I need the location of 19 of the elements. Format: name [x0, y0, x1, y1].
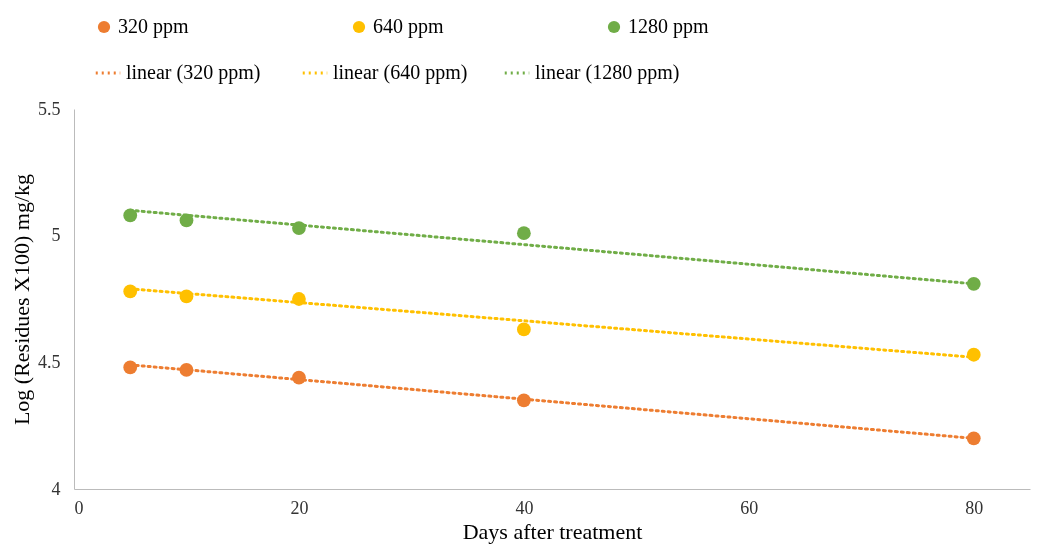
- legend-label: 640 ppm: [373, 15, 444, 38]
- y-axis-title: Log (Residues X100) mg/kg: [9, 173, 34, 426]
- x-tick-label: 0: [74, 497, 84, 518]
- legend-label: 320 ppm: [118, 15, 189, 38]
- x-axis-title: Days after treatment: [462, 518, 643, 544]
- x-tick-label: 60: [740, 497, 759, 518]
- x-tick-label: 40: [515, 497, 534, 518]
- y-tick-label: 4: [51, 478, 61, 499]
- y-tick-label: 5.5: [38, 98, 61, 119]
- legend-label: 1280 ppm: [628, 15, 709, 38]
- legend-label: linear (320 ppm): [126, 61, 261, 84]
- point: [516, 322, 531, 337]
- x-tick-label: 20: [290, 497, 309, 518]
- point: [516, 226, 531, 241]
- legend-label: linear (640 ppm): [333, 61, 468, 84]
- y-tick-label: 4.5: [38, 351, 61, 372]
- x-tick-label: 80: [965, 497, 984, 518]
- legend-label: linear (1280 ppm): [535, 61, 680, 84]
- y-tick-label: 5: [51, 225, 61, 246]
